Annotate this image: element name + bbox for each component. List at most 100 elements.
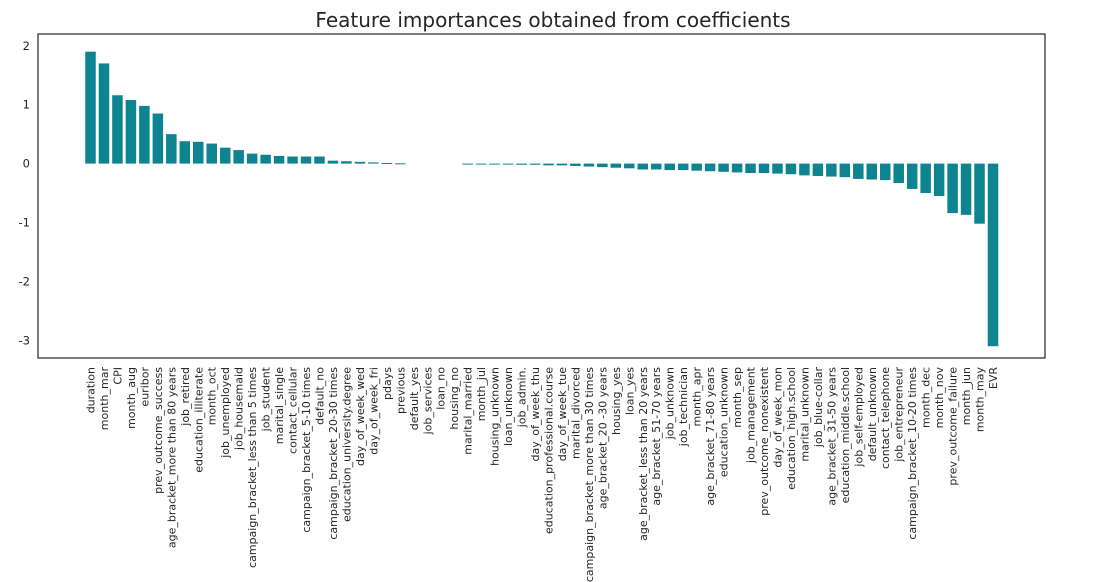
bar-series [85,51,999,347]
bar [906,163,918,189]
bar [125,99,137,164]
x-tick-label: marital_unknown [798,367,811,462]
x-tick-label: marital_married [462,367,475,455]
bar [300,156,312,164]
x-tick-label: EVR [987,367,1000,389]
bar [772,163,783,174]
x-tick-label: day_of_week_tue [556,367,569,462]
x-tick-label: marital_single [273,367,286,444]
x-tick-label: age_bracket_20 -30 years [596,367,609,509]
bar [853,163,864,179]
bar [879,163,891,181]
bar [314,156,325,164]
y-tick-label: -3 [19,333,30,347]
x-tick-label: prev_outcome_nonexistent [758,366,771,515]
x-tick-label: job_management [745,366,758,464]
x-tick-label: contact_cellular [287,367,300,454]
bar [893,163,904,184]
bar [529,163,541,165]
bar [206,143,217,164]
x-tick-label: loan_yes [623,367,636,415]
x-tick-label: job_student [260,366,273,432]
bar [933,163,945,196]
x-tick-label: campaign_bracket_20-30 times [327,367,340,540]
bar [287,156,298,164]
x-tick-label: job_technician [677,367,690,447]
bar [745,163,756,174]
bar [597,163,608,168]
y-tick-label: 0 [23,157,30,171]
bar [812,163,824,176]
x-tick-label: contact_telephone [879,367,892,469]
x-tick-label: job_retired [179,367,192,427]
x-tick-label: job_housemaid [233,367,246,451]
x-tick-label: campaign_bracket_more than 30 times [583,367,596,582]
x-tick-label: job_services [421,367,434,436]
bar [974,163,985,224]
y-tick-label: 2 [23,39,30,53]
x-tick-label: default_no [313,367,326,425]
x-tick-label: prev_outcome_success [152,367,165,494]
x-tick-label: education_university.degree [340,367,353,522]
x-tick-label: education_high.school [785,367,798,490]
x-tick-label: job_blue-collar [812,367,825,449]
bar [556,163,568,166]
bar [273,155,285,164]
bar [677,163,689,171]
bar [502,163,514,165]
bar [462,163,473,165]
bar [260,154,271,164]
bar [368,162,379,164]
x-tick-label: education_middle.school [839,367,852,503]
y-tick-label: 1 [23,98,30,112]
x-tick-label: month_mar [98,367,111,431]
x-tick-label: day_of_week_thu [529,367,542,462]
bar [758,163,770,174]
x-tick-label: campaign_bracket_less than 5 times [246,367,259,568]
chart-title: Feature importances obtained from coeffi… [315,8,790,32]
x-tick-label: age_bracket_31-50 years [825,367,838,506]
x-tick-label: duration [85,367,98,413]
bar [246,153,258,164]
bar [718,163,729,172]
bar [179,141,191,164]
x-tick-label: education_professional.course [542,367,555,534]
bar [637,163,649,170]
x-tick-label: marital_divorced [569,367,582,459]
x-tick-label: housing_unknown [489,367,502,466]
x-tick-label: month_apr [691,367,704,427]
x-tick-label: job_self-employed [852,367,865,468]
bar [691,163,702,171]
x-tick-label: previous [394,367,407,414]
bar [219,147,231,164]
bar [341,161,352,164]
bar [354,161,366,164]
bar [112,95,123,164]
bar [610,163,622,168]
bar [139,105,150,164]
x-tick-label: default_unknown [866,367,879,461]
bar [475,163,487,165]
bar [785,163,797,175]
x-axis: duration month_mar CPI month_aug euribor prev… [85,366,1001,582]
x-tick-label: age_bracket_51-70 years [650,367,663,506]
x-tick-label: job_unknown [664,367,677,440]
bar [920,163,931,194]
x-tick-label: campaign_bracket_10-20 times [906,367,919,540]
bar [826,163,837,177]
x-tick-label: age_bracket_more than 80 years [165,367,178,548]
x-tick-label: job_entrepreneur [893,367,906,463]
bar [98,63,110,164]
x-tick-label: default_yes [408,367,421,430]
bar [799,163,810,176]
y-axis: 2 1 0 -1 -2 -3 [19,39,30,348]
y-tick-label: -2 [19,274,30,288]
bar [866,163,878,180]
bar [960,163,972,215]
x-tick-label: housing_no [448,367,461,430]
x-tick-label: education_unknown [718,367,731,477]
x-tick-label: day_of_week_wed [354,367,367,466]
bar [233,150,244,164]
x-tick-label: prev_outcome_failure [947,367,960,486]
